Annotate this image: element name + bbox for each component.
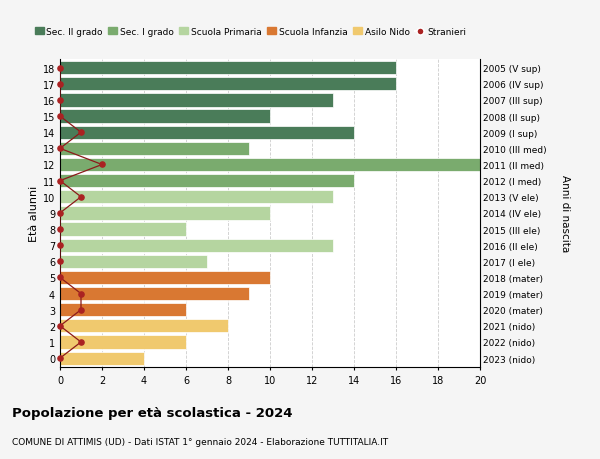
Bar (60, 191, 333, 204)
Point (76, 194, 86, 201)
Bar (60, 319, 228, 333)
Bar (60, 287, 249, 301)
Point (55, 355, 65, 362)
Point (76, 290, 86, 297)
Legend: Sec. II grado, Sec. I grado, Scuola Primaria, Scuola Infanzia, Asilo Nido, Stran: Sec. II grado, Sec. I grado, Scuola Prim… (31, 24, 470, 40)
Bar (60, 207, 270, 220)
Bar (60, 126, 354, 140)
Bar (60, 239, 333, 252)
Bar (60, 94, 333, 107)
Point (55, 258, 65, 265)
Bar (60, 223, 186, 236)
Point (55, 65, 65, 72)
Point (97, 162, 107, 169)
Bar (60, 352, 144, 365)
Point (55, 210, 65, 217)
Point (55, 81, 65, 88)
Bar (60, 110, 270, 123)
Bar (60, 336, 186, 349)
Text: Popolazione per età scolastica - 2024: Popolazione per età scolastica - 2024 (12, 406, 293, 419)
Point (76, 129, 86, 137)
Point (76, 339, 86, 346)
Point (76, 306, 86, 313)
Point (55, 97, 65, 104)
Bar (60, 174, 354, 188)
Point (55, 178, 65, 185)
Point (55, 323, 65, 330)
Y-axis label: Età alunni: Età alunni (29, 185, 38, 241)
Bar (60, 271, 270, 285)
Y-axis label: Anni di nascita: Anni di nascita (560, 175, 570, 252)
Bar (60, 142, 249, 156)
Point (55, 113, 65, 121)
Point (55, 146, 65, 153)
Point (55, 242, 65, 249)
Bar (60, 158, 480, 172)
Point (55, 226, 65, 233)
Bar (60, 255, 207, 269)
Text: COMUNE DI ATTIMIS (UD) - Dati ISTAT 1° gennaio 2024 - Elaborazione TUTTITALIA.IT: COMUNE DI ATTIMIS (UD) - Dati ISTAT 1° g… (12, 437, 388, 446)
Point (55, 274, 65, 281)
Bar (60, 303, 186, 317)
Bar (60, 78, 396, 91)
Bar (60, 62, 396, 75)
